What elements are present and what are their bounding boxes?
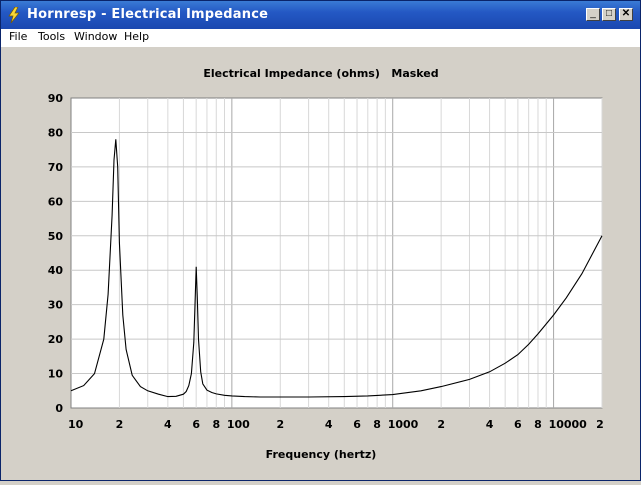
y-axis-ticks: 0 10 20 30 40 50 60 70 80 90 — [48, 92, 64, 415]
y-tick-label: 90 — [48, 92, 64, 105]
close-button[interactable]: ✕ — [619, 8, 633, 21]
menu-file[interactable]: File — [9, 30, 28, 43]
x-tick-label: 2 — [276, 418, 284, 431]
x-axis-ticks: 10 2 4 6 8 100 2 4 6 8 1000 2 4 6 8 10000 2 — [68, 418, 604, 431]
x-tick-label: 10 — [68, 418, 84, 431]
impedance-curve — [70, 139, 603, 398]
menu-help[interactable]: Help — [124, 30, 150, 43]
x-tick-label: 4 — [486, 418, 494, 431]
menu-tools[interactable]: Tools — [38, 30, 66, 43]
x-tick-label: 2 — [596, 418, 604, 431]
y-tick-label: 30 — [48, 299, 64, 312]
x-tick-label: 4 — [325, 418, 333, 431]
y-tick-label: 0 — [55, 402, 63, 415]
x-tick-label: 8 — [212, 418, 220, 431]
x-tick-label: 2 — [116, 418, 124, 431]
x-tick-label: 6 — [192, 418, 200, 431]
y-tick-label: 80 — [48, 126, 64, 139]
x-tick-label: 6 — [514, 418, 522, 431]
x-tick-label: 8 — [534, 418, 542, 431]
y-tick-label: 60 — [48, 195, 64, 208]
grid-lines — [71, 98, 603, 408]
maximize-button[interactable]: □ — [602, 8, 616, 21]
window-title: Hornresp - Electrical Impedance — [27, 7, 269, 22]
y-tick-label: 10 — [48, 368, 64, 381]
x-tick-label: 8 — [373, 418, 381, 431]
y-tick-label: 40 — [48, 264, 64, 277]
x-tick-label: 6 — [353, 418, 361, 431]
impedance-chart: Electrical Impedance (ohms) Masked 01020… — [48, 67, 604, 461]
x-axis-label: Frequency (hertz) — [266, 448, 377, 461]
y-tick-label: 20 — [48, 333, 64, 346]
x-tick-label: 4 — [164, 418, 172, 431]
x-tick-label: 2 — [437, 418, 445, 431]
title-bar[interactable]: Hornresp - Electrical Impedance _ □ ✕ — [1, 1, 640, 29]
minimize-button[interactable]: _ — [586, 8, 600, 21]
lightning-icon — [8, 7, 20, 23]
x-tick-label: 100 — [227, 418, 250, 431]
menu-bar: File Tools Window Help — [1, 29, 640, 47]
y-tick-label: 70 — [48, 161, 64, 174]
chart-area: Electrical Impedance (ohms) Masked 0 10 20… — [1, 47, 640, 480]
menu-window[interactable]: Window — [74, 30, 118, 43]
x-tick-label: 10000 — [549, 418, 588, 431]
chart-title: Electrical Impedance (ohms) Masked — [203, 67, 438, 80]
x-tick-label: 1000 — [388, 418, 419, 431]
plot-background — [70, 97, 603, 409]
y-tick-label: 50 — [48, 230, 64, 243]
